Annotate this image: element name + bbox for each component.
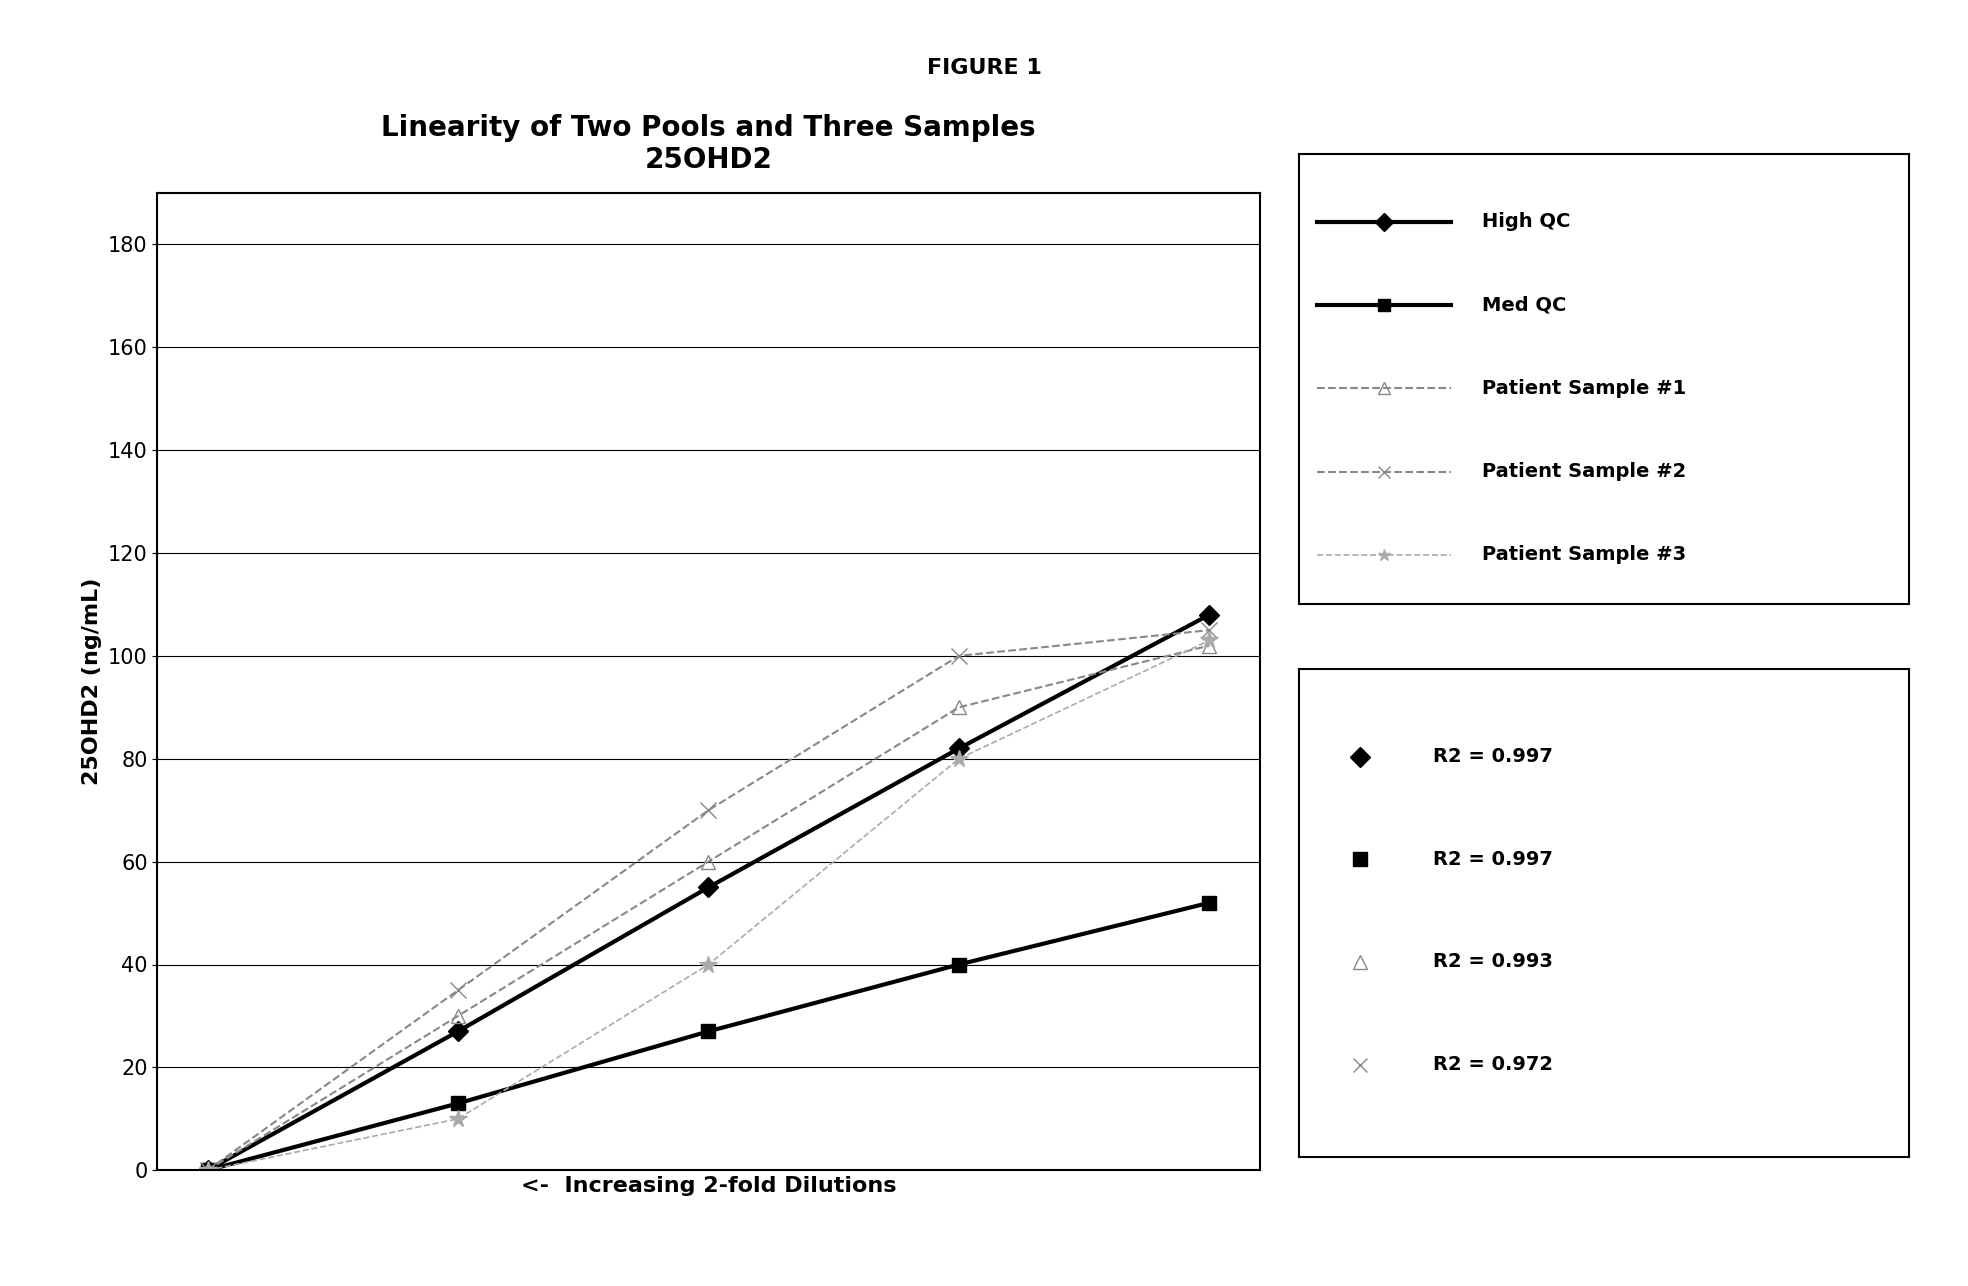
Line: Med QC: Med QC	[201, 896, 1216, 1177]
Med QC	[697, 1024, 720, 1039]
High QC	[447, 1024, 470, 1039]
Text: R2 = 0.972: R2 = 0.972	[1433, 1055, 1553, 1074]
Patient Sample #3	[697, 957, 720, 972]
Patient Sample #1	[447, 1008, 470, 1024]
Text: Med QC: Med QC	[1482, 296, 1567, 315]
Text: High QC: High QC	[1482, 212, 1570, 231]
Text: Patient Sample #1: Patient Sample #1	[1482, 379, 1687, 397]
X-axis label: <-  Increasing 2-fold Dilutions: <- Increasing 2-fold Dilutions	[522, 1175, 895, 1196]
Patient Sample #2	[947, 648, 970, 664]
Patient Sample #1	[697, 854, 720, 869]
Patient Sample #3	[1199, 633, 1222, 648]
Text: Patient Sample #3: Patient Sample #3	[1482, 545, 1687, 565]
Line: Patient Sample #1: Patient Sample #1	[201, 639, 1216, 1177]
High QC	[947, 741, 970, 756]
Patient Sample #1	[1199, 638, 1222, 653]
Line: Patient Sample #3: Patient Sample #3	[199, 631, 1218, 1179]
Patient Sample #2	[1199, 622, 1222, 638]
High QC	[697, 880, 720, 895]
Line: Patient Sample #2: Patient Sample #2	[201, 622, 1216, 1178]
Text: R2 = 0.997: R2 = 0.997	[1433, 747, 1553, 766]
Patient Sample #2	[195, 1163, 218, 1178]
Line: High QC: High QC	[201, 608, 1216, 1177]
Med QC	[1199, 895, 1222, 910]
Med QC	[195, 1163, 218, 1178]
Patient Sample #2	[697, 802, 720, 818]
Text: Patient Sample #2: Patient Sample #2	[1482, 462, 1687, 481]
Y-axis label: 25OHD2 (ng/mL): 25OHD2 (ng/mL)	[83, 577, 102, 786]
Med QC	[947, 957, 970, 972]
Patient Sample #2	[447, 983, 470, 998]
Patient Sample #3	[447, 1111, 470, 1127]
Text: R2 = 0.997: R2 = 0.997	[1433, 850, 1553, 869]
Text: FIGURE 1: FIGURE 1	[927, 58, 1041, 78]
Title: Linearity of Two Pools and Three Samples
25OHD2: Linearity of Two Pools and Three Samples…	[382, 113, 1035, 174]
Med QC	[447, 1096, 470, 1111]
High QC	[1199, 607, 1222, 622]
Patient Sample #1	[947, 700, 970, 715]
Text: R2 = 0.993: R2 = 0.993	[1433, 953, 1553, 971]
Patient Sample #3	[195, 1163, 218, 1178]
Patient Sample #1	[195, 1163, 218, 1178]
High QC	[195, 1163, 218, 1178]
Patient Sample #3	[947, 751, 970, 766]
